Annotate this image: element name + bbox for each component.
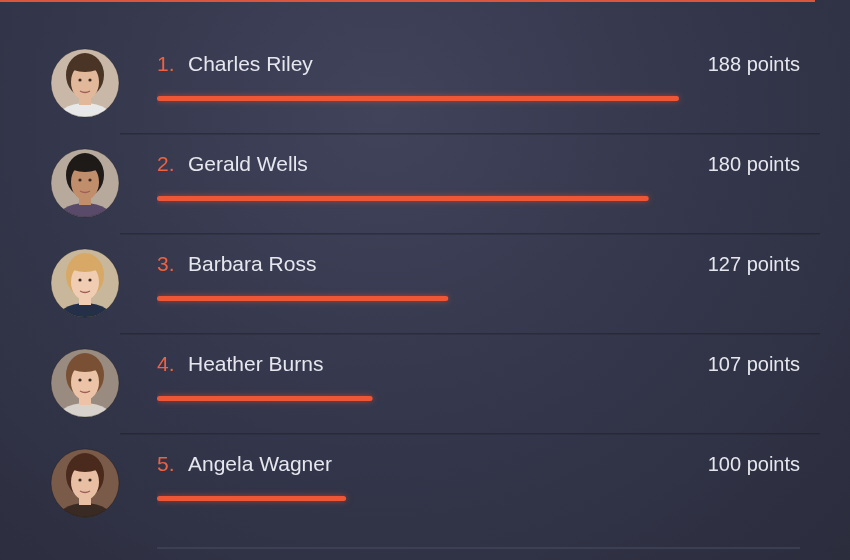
svg-text:127 points: 127 points: [708, 253, 800, 275]
svg-text:2.: 2.: [157, 152, 175, 175]
svg-text:5.: 5.: [157, 452, 175, 475]
svg-text:4.: 4.: [157, 352, 175, 375]
svg-text:Barbara Ross: Barbara Ross: [188, 252, 316, 275]
svg-text:Gerald Wells: Gerald Wells: [188, 152, 308, 175]
svg-text:Heather Burns: Heather Burns: [188, 352, 323, 375]
svg-text:1.: 1.: [157, 52, 175, 75]
svg-text:100 points: 100 points: [708, 453, 800, 475]
svg-text:3.: 3.: [157, 252, 175, 275]
svg-text:188 points: 188 points: [708, 53, 800, 75]
svg-text:180 points: 180 points: [708, 153, 800, 175]
svg-text:Angela Wagner: Angela Wagner: [188, 452, 332, 475]
svg-text:107 points: 107 points: [708, 353, 800, 375]
svg-text:Charles Riley: Charles Riley: [188, 52, 313, 75]
